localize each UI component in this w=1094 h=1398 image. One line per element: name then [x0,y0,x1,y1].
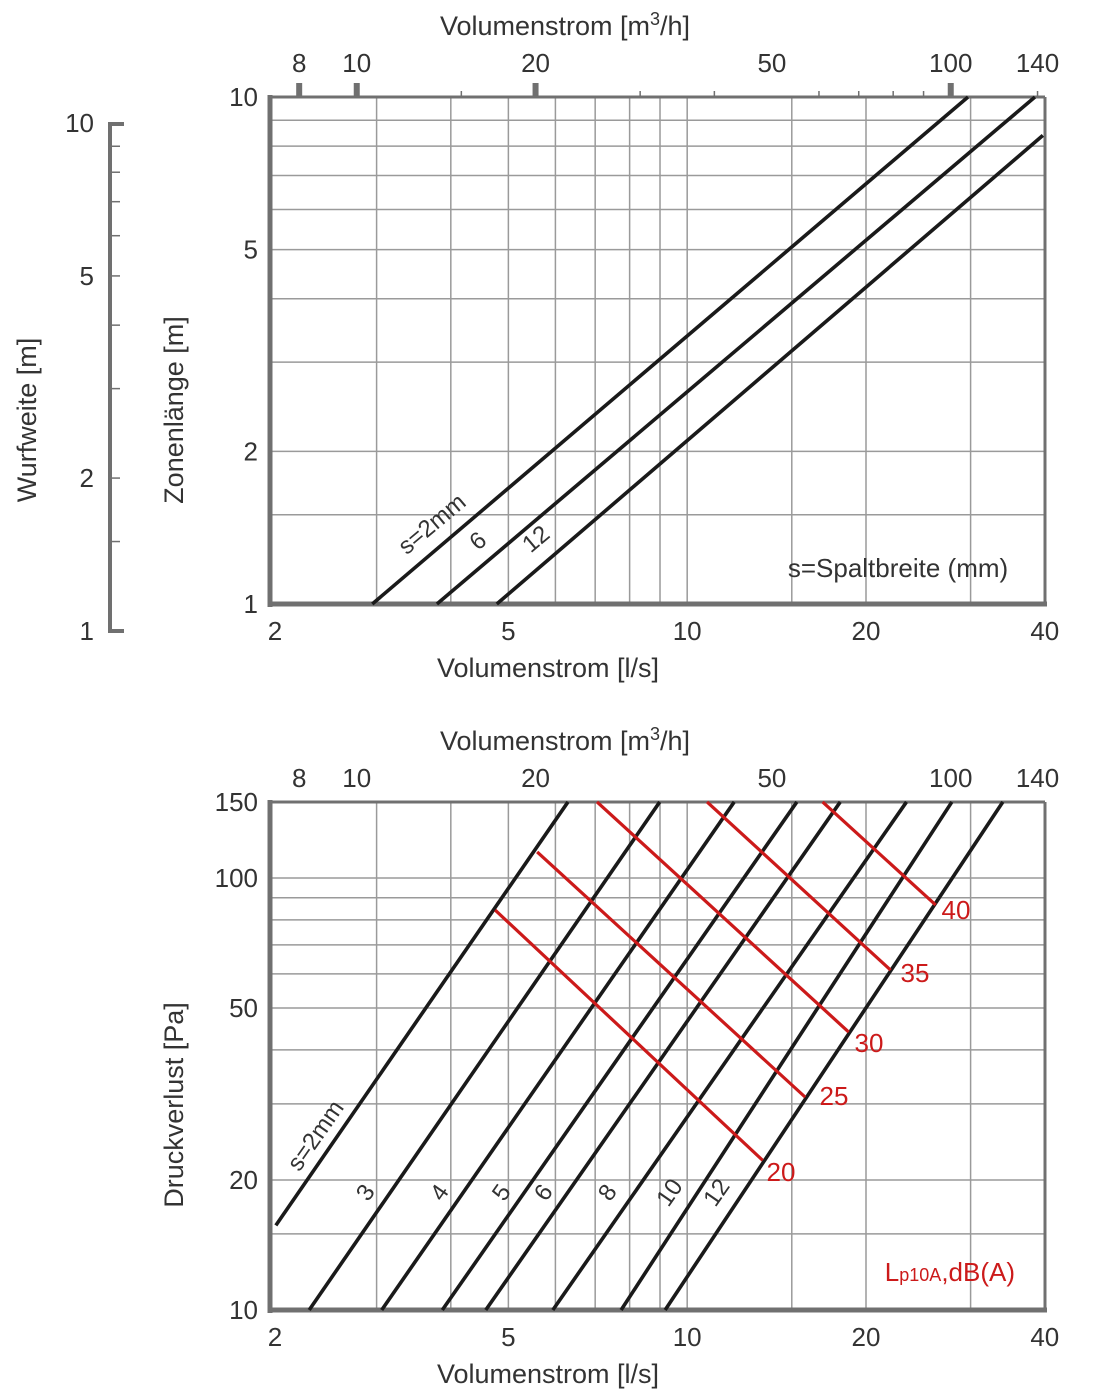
series-line-s=2mm [274,800,570,1227]
x2-major-tick [947,83,954,97]
x2-major-tick [296,83,303,97]
sound-level-line-40 [821,800,937,907]
sound-level-label: 20 [767,1157,796,1187]
sound-level-label: 40 [942,895,971,925]
wurfweite-axis [108,122,124,633]
series-line-12 [495,134,1045,606]
legend-note: s=Spaltbreite (mm) [788,553,1008,583]
legend-sub: p10A [899,1265,941,1285]
series-line-3 [307,800,662,1312]
series-line-6 [435,95,1037,606]
x2-major-tick [353,83,360,97]
x2-tick-label: 20 [521,763,550,793]
series-line-12 [663,800,1005,1311]
x-tick-label: 2 [268,616,282,646]
wurfweite-tick-label: 1 [80,616,94,646]
x2-tick-label: 10 [342,763,371,793]
wurfweite-tick-label: 5 [80,261,94,291]
x2-axis-title: Volumenstrom [m3/h] [440,9,690,41]
x-tick-label: 40 [1030,1322,1059,1352]
y-tick-label: 2 [244,436,258,466]
legend-post: ,dB(A) [941,1257,1015,1287]
y-tick-label: 100 [215,863,258,893]
sound-level-label: 25 [820,1081,849,1111]
x2-tick-label: 100 [929,48,972,78]
chart-panel-2 [267,800,1047,1313]
series-label: 8 [593,1179,623,1205]
x-tick-label: 20 [852,1322,881,1352]
x2-tick-label: 20 [521,48,550,78]
y-tick-label: 10 [229,82,258,112]
series-line-6 [484,800,842,1312]
sound-level-label: 35 [901,958,930,988]
series-label: 5 [487,1179,517,1205]
y-tick-label: 5 [244,235,258,265]
x2-tick-label: 50 [757,48,786,78]
y-tick-label: 50 [229,993,258,1023]
legend-main: L [885,1257,899,1287]
x2-title-sup: 3 [650,724,660,744]
wurfweite-axis-title: Wurfweite [m] [12,338,42,503]
x2-tick-label: 50 [757,763,786,793]
series-line-10 [619,800,954,1311]
series-line-4 [380,800,736,1312]
chart-panel-1 [267,83,1047,607]
x2-axis-title: Volumenstrom [m3/h] [440,724,690,756]
series-label: 6 [464,527,492,556]
x2-tick-label: 8 [292,763,306,793]
x2-tick-label: 140 [1016,48,1059,78]
x2-tick-label: 100 [929,763,972,793]
x-tick-label: 20 [852,616,881,646]
sound-level-line-20 [494,908,764,1162]
x-axis-title: Volumenstrom [l/s] [437,653,659,683]
y-tick-label: 150 [215,787,258,817]
x2-title-post: /h] [660,726,690,756]
x-tick-label: 2 [268,1322,282,1352]
series-label: 12 [517,520,555,558]
series-label: s=2mm [393,488,471,560]
x2-major-tick [532,83,539,97]
x2-title-main: Volumenstrom [m [440,726,650,756]
sound-level-line-30 [595,800,850,1034]
wurfweite-tick-label: 2 [80,463,94,493]
sound-level-line-25 [536,850,807,1099]
x2-title-main: Volumenstrom [m [440,11,650,41]
sound-level-line-35 [705,800,892,972]
x2-title-sup: 3 [650,9,660,29]
x2-tick-label: 140 [1016,763,1059,793]
y-tick-label: 1 [244,589,258,619]
sound-level-label: 30 [855,1028,884,1058]
series-line-s=2mm [371,95,970,606]
x-tick-label: 5 [501,1322,515,1352]
x-tick-label: 10 [673,616,702,646]
wurfweite-tick-label: 10 [65,108,94,138]
series-label: 6 [529,1179,559,1205]
y-axis-title: Druckverlust [Pa] [159,1002,189,1208]
x2-tick-label: 10 [342,48,371,78]
x-tick-label: 40 [1030,616,1059,646]
legend-sound-level: Lp10A,dB(A) [885,1257,1015,1287]
x-tick-label: 5 [501,616,515,646]
y-tick-label: 10 [229,1295,258,1325]
series-line-8 [551,800,908,1312]
x-tick-label: 10 [673,1322,702,1352]
series-line-5 [440,800,799,1312]
x-axis-title: Volumenstrom [l/s] [437,1359,659,1389]
y-tick-label: 20 [229,1165,258,1195]
x2-tick-label: 8 [292,48,306,78]
y-axis-title: Zonenlänge [m] [159,316,189,504]
x2-title-post: /h] [660,11,690,41]
